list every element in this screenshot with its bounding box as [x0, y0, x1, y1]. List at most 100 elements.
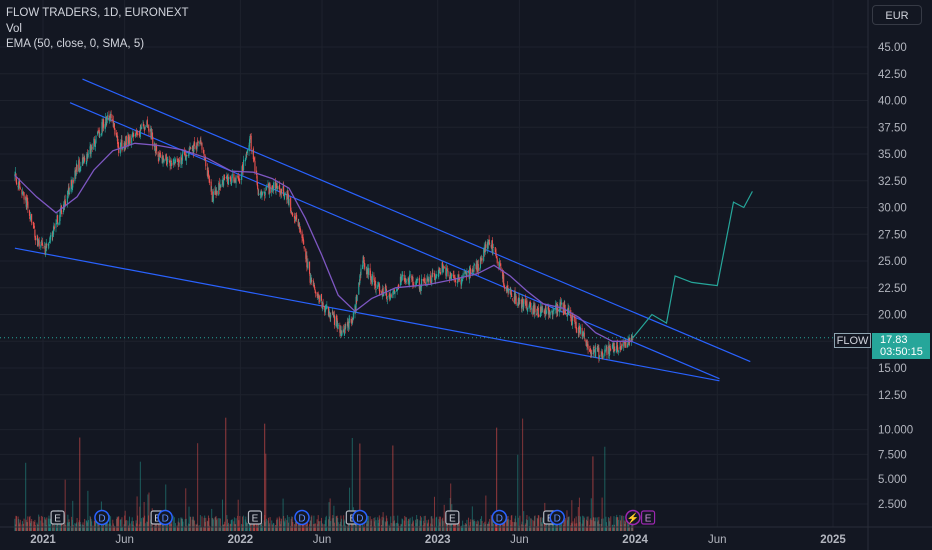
candle-body — [75, 172, 77, 175]
event-marker[interactable]: D — [491, 509, 508, 526]
volume-bar — [86, 520, 88, 531]
candle-body — [82, 157, 84, 162]
volume-bar — [189, 516, 191, 531]
candle-body — [435, 277, 437, 281]
candle-body — [605, 348, 607, 349]
event-marker[interactable]: E — [50, 510, 65, 525]
candle-body — [267, 184, 269, 186]
volume-bar — [165, 484, 167, 531]
volume-bar — [190, 516, 192, 531]
time-axis[interactable]: 2021 Jun 2022 Jun 2023 Jun 2024 Jun 2025 — [0, 526, 932, 546]
volume-bar — [356, 519, 358, 531]
volume-bar — [16, 516, 18, 531]
trendline — [14, 247, 720, 382]
candle-body — [488, 239, 490, 245]
candle-body — [605, 345, 607, 348]
price-tick-label: 42.50 — [878, 69, 907, 81]
candle-body — [219, 184, 221, 190]
price-tick-label: 25.00 — [878, 256, 907, 268]
volume-bar — [253, 518, 255, 531]
candle-body — [94, 142, 97, 147]
volume-bar — [510, 524, 512, 531]
price-axis[interactable]: 45.00 42.50 40.00 37.50 35.00 32.50 30.00 27.50… — [867, 0, 907, 550]
candle-body — [245, 153, 247, 159]
volume-bar — [18, 524, 20, 531]
candle-body — [314, 289, 316, 291]
volume-bar — [40, 520, 42, 531]
volume-bar — [245, 516, 247, 531]
candle-body — [364, 263, 366, 270]
time-tick-label: Jun — [115, 534, 134, 546]
volume-bar — [510, 515, 512, 531]
volume-bar — [468, 526, 470, 531]
volume-bar — [506, 516, 508, 531]
volume-bar — [330, 521, 332, 531]
volume-bar — [138, 524, 140, 531]
volume-bar — [238, 520, 240, 531]
event-marker[interactable]: D — [352, 509, 368, 526]
volume-bar — [71, 519, 73, 531]
volume-bar — [529, 525, 531, 531]
event-marker[interactable]: E — [445, 510, 460, 525]
candle-body — [195, 145, 197, 149]
volume-bar — [542, 517, 544, 531]
ema-line-group — [14, 142, 633, 342]
volume-bar — [612, 524, 614, 531]
volume-bar — [443, 504, 445, 531]
candle-body — [453, 274, 455, 279]
candle-body — [604, 349, 606, 356]
event-marker[interactable]: E — [247, 510, 263, 525]
volume-bar — [252, 519, 254, 531]
volume-bar — [74, 526, 76, 531]
event-markers[interactable]: EDEDEDEDEDED⚡E — [50, 509, 656, 526]
volume-bar — [441, 519, 443, 531]
volume-bar — [182, 521, 184, 531]
candle-body — [402, 274, 404, 277]
event-marker[interactable]: D — [294, 509, 310, 526]
volume-bar — [291, 516, 293, 531]
candle-body — [162, 157, 164, 164]
candle-body — [137, 134, 139, 135]
volume-bar — [124, 510, 126, 531]
symbol-title[interactable]: FLOW TRADERS, 1D, EURONEXT — [6, 7, 189, 19]
event-marker[interactable]: D — [94, 509, 110, 526]
volume-legend[interactable]: Vol — [6, 22, 22, 35]
candle-body — [451, 273, 453, 277]
volume-bar — [393, 520, 395, 531]
volume-bar — [298, 520, 300, 531]
volume-bar — [244, 519, 246, 531]
volume-bar — [226, 519, 228, 531]
volume-bar — [564, 520, 566, 531]
volume-bar — [132, 520, 134, 531]
candle-body — [424, 282, 426, 286]
event-marker[interactable]: D — [549, 509, 565, 526]
candle-body — [90, 145, 92, 154]
currency-button[interactable]: EUR — [872, 5, 922, 25]
volume-bar — [416, 518, 418, 531]
candle-body — [256, 175, 258, 185]
dividend-badge — [491, 509, 508, 526]
candle-body — [279, 188, 281, 193]
candle-body — [586, 343, 589, 345]
volume-bar — [578, 497, 580, 531]
volume-bar — [508, 519, 510, 531]
volume-bar — [404, 515, 406, 531]
event-marker[interactable]: D — [157, 509, 173, 526]
volume-bar — [604, 526, 606, 531]
candle-body — [204, 158, 206, 160]
volume-bar — [484, 524, 486, 531]
candle-body — [176, 158, 178, 160]
volume-bar — [271, 524, 273, 531]
volume-bar — [83, 526, 85, 531]
volume-bar — [608, 518, 610, 531]
volume-bar — [207, 515, 209, 531]
event-marker[interactable]: ⚡ — [625, 509, 641, 526]
event-marker[interactable]: E — [640, 510, 656, 525]
candle-body — [172, 159, 174, 165]
ema-legend[interactable]: EMA (50, close, 0, SMA, 5) — [6, 38, 145, 50]
volume-bar — [610, 516, 612, 531]
volume-bar — [585, 519, 587, 531]
candle-body — [502, 269, 504, 279]
volume-bar — [461, 526, 463, 531]
